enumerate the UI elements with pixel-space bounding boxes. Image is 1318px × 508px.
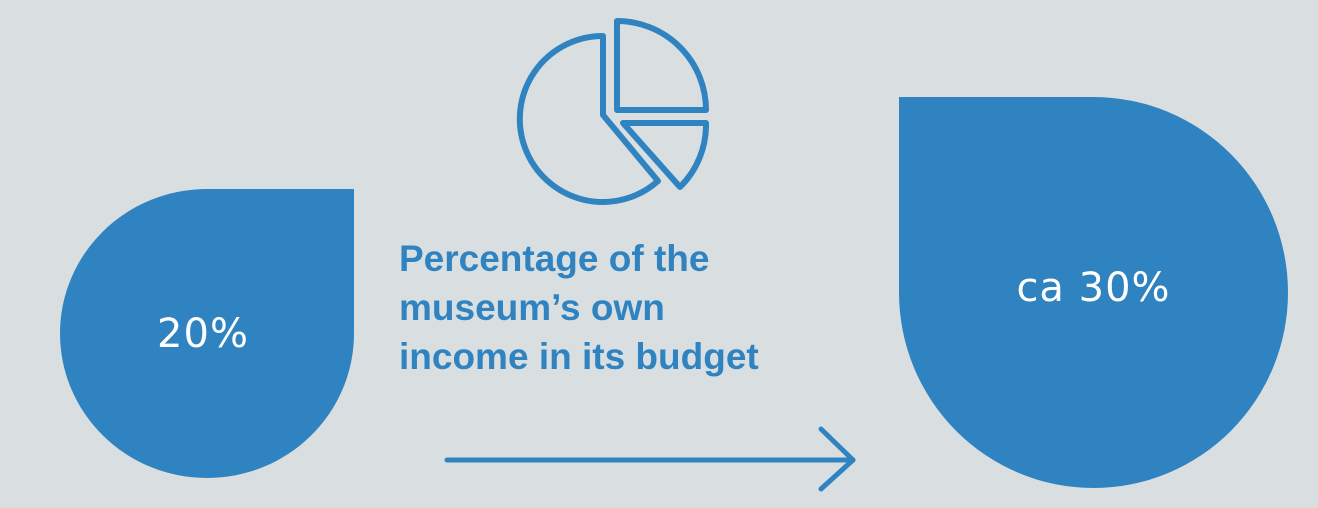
title-line-3: income in its budget xyxy=(399,336,759,377)
left-value: 20% xyxy=(157,310,249,357)
right-value-shape: ca 30% xyxy=(899,97,1288,488)
title-line-2: museum’s own xyxy=(399,287,665,328)
left-value-shape: 20% xyxy=(60,189,354,478)
right-value: ca 30% xyxy=(1016,265,1171,311)
title: Percentage of the museum’s own income in… xyxy=(399,234,869,381)
pie-chart-icon xyxy=(516,18,710,205)
title-line-1: Percentage of the xyxy=(399,238,710,279)
arrow-right-icon xyxy=(444,426,856,492)
